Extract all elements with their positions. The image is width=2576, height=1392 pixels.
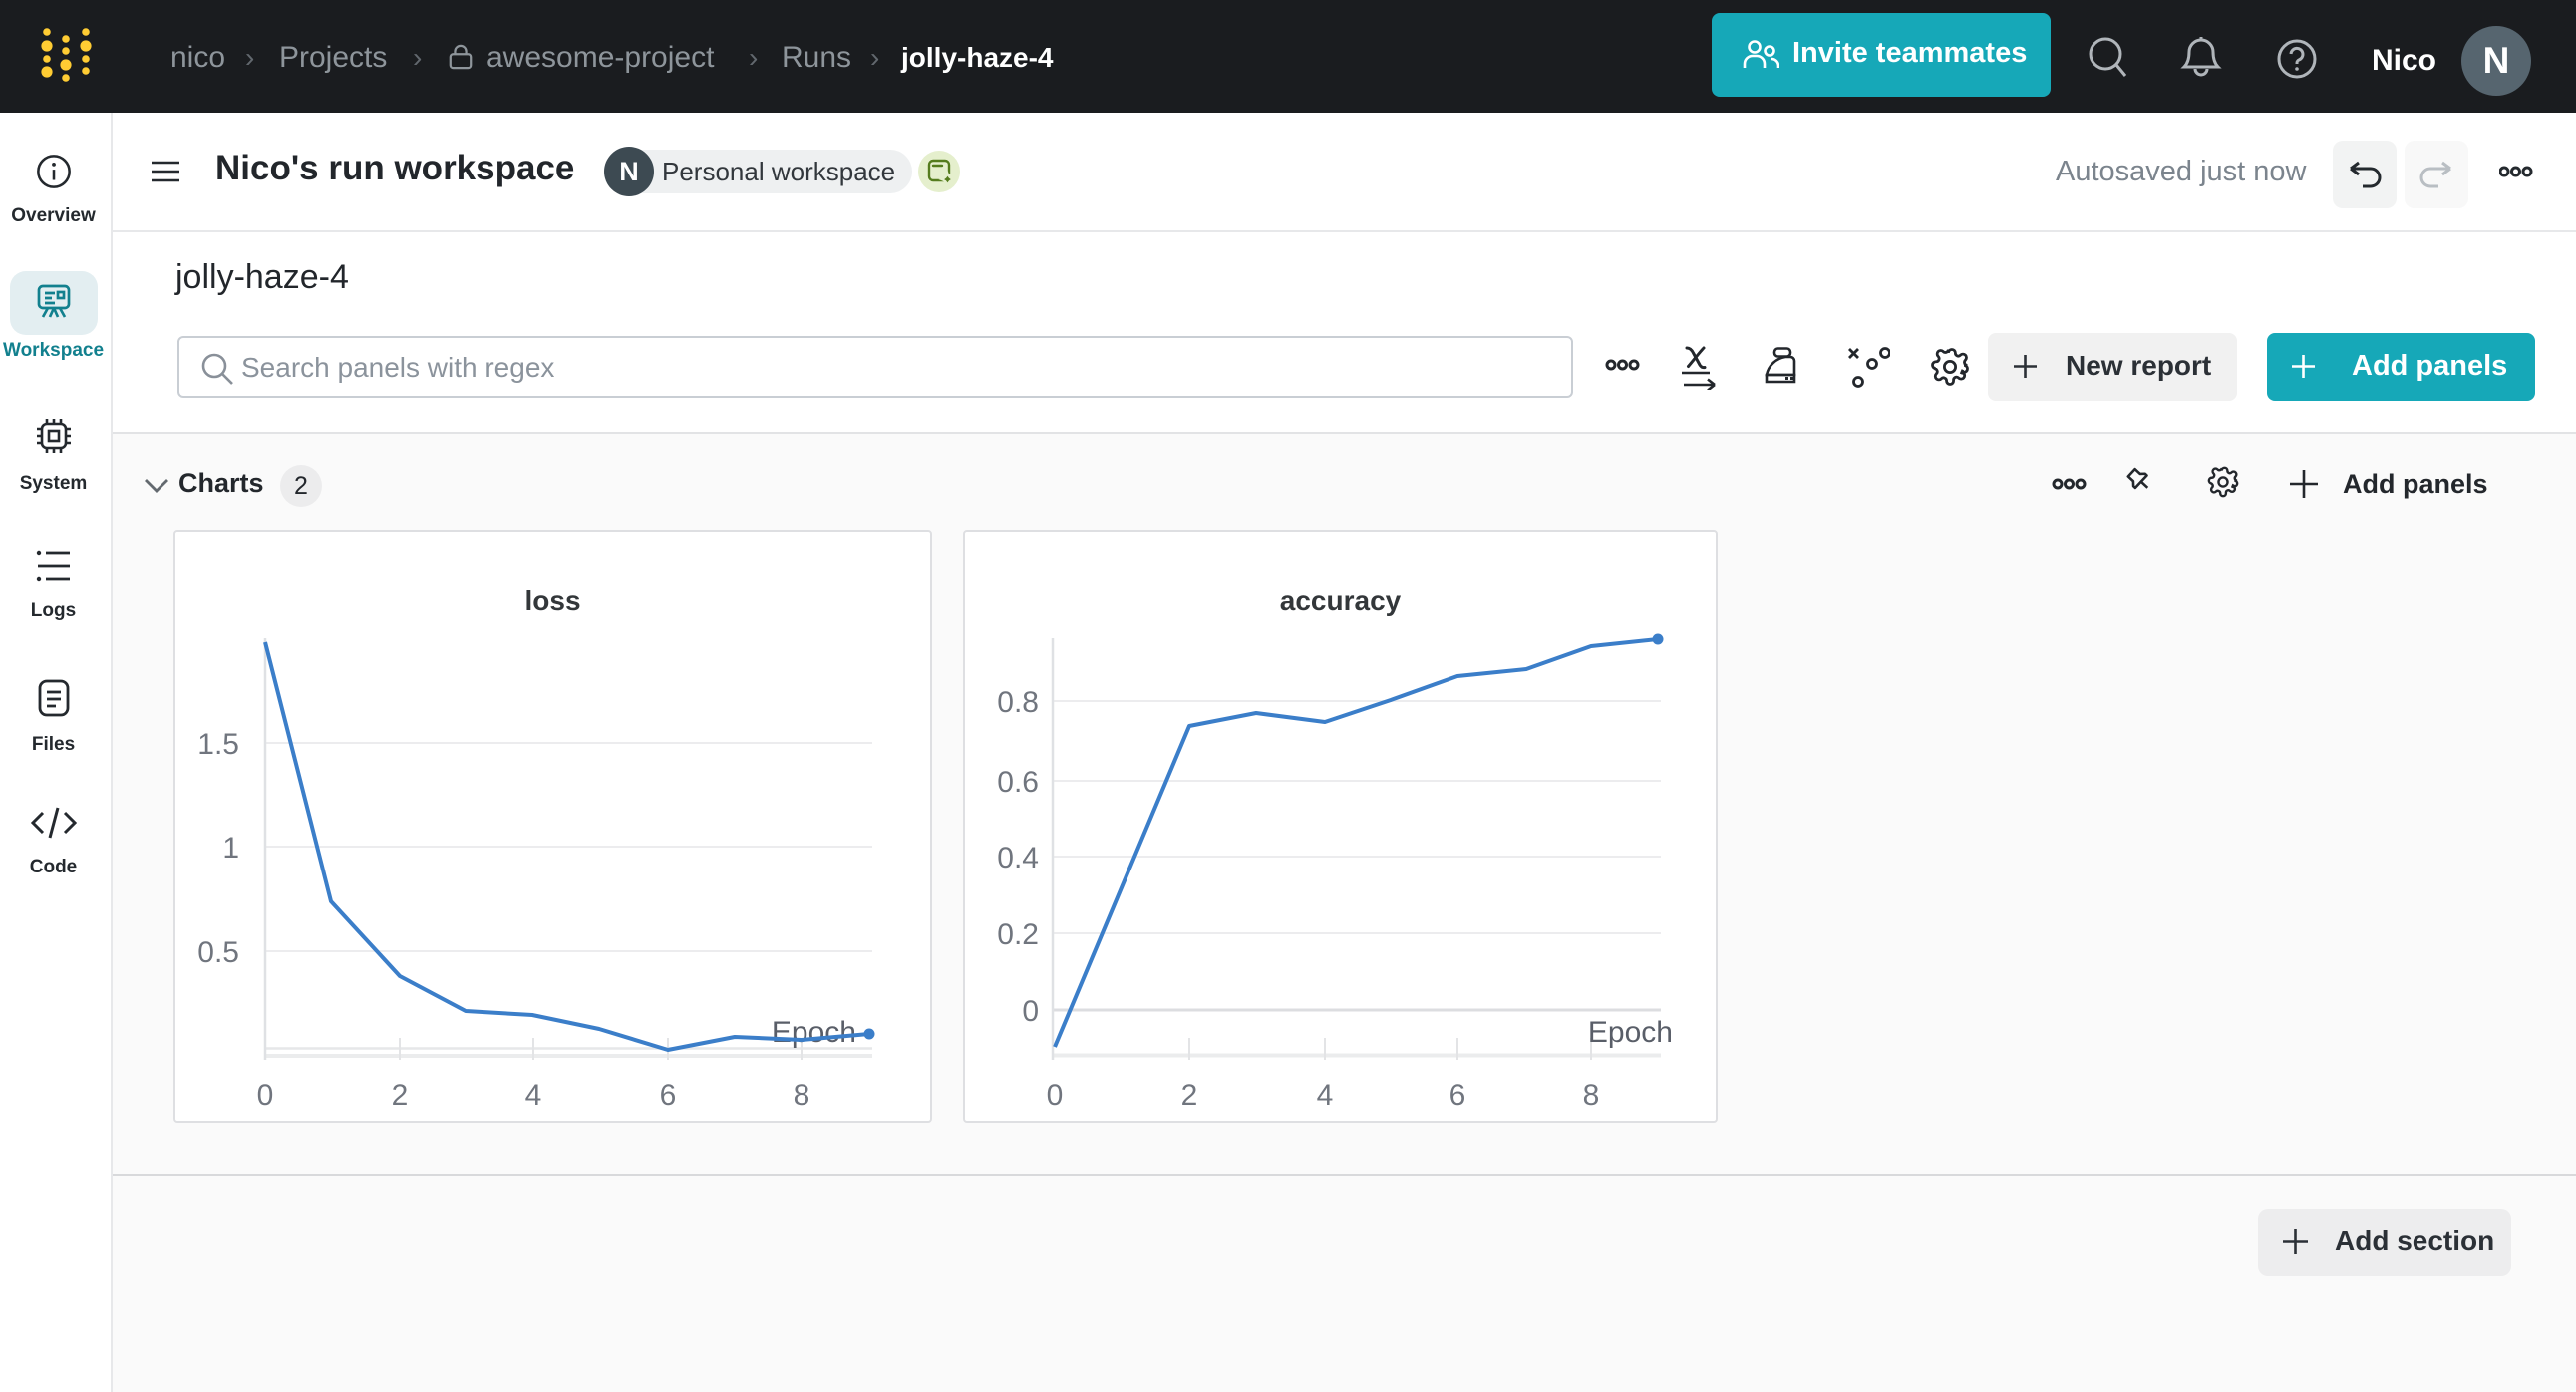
svg-text:4: 4 xyxy=(1317,1079,1334,1112)
svg-text:6: 6 xyxy=(660,1079,677,1112)
svg-text:2: 2 xyxy=(1181,1079,1198,1112)
svg-text:6: 6 xyxy=(1449,1079,1466,1112)
svg-text:0.5: 0.5 xyxy=(197,936,239,969)
svg-text:Epoch: Epoch xyxy=(1588,1016,1673,1049)
svg-text:0: 0 xyxy=(257,1079,274,1112)
svg-text:8: 8 xyxy=(1583,1079,1600,1112)
svg-text:1.5: 1.5 xyxy=(197,728,239,761)
svg-text:8: 8 xyxy=(794,1079,810,1112)
svg-text:0: 0 xyxy=(1047,1079,1064,1112)
svg-text:0.6: 0.6 xyxy=(997,766,1039,799)
svg-text:Epoch: Epoch xyxy=(772,1016,856,1049)
svg-text:2: 2 xyxy=(392,1079,409,1112)
svg-text:0.8: 0.8 xyxy=(997,686,1039,719)
svg-text:0: 0 xyxy=(1022,995,1039,1028)
svg-text:0.2: 0.2 xyxy=(997,918,1039,951)
svg-text:0.4: 0.4 xyxy=(997,842,1039,874)
svg-text:4: 4 xyxy=(525,1079,542,1112)
svg-text:1: 1 xyxy=(222,832,239,865)
